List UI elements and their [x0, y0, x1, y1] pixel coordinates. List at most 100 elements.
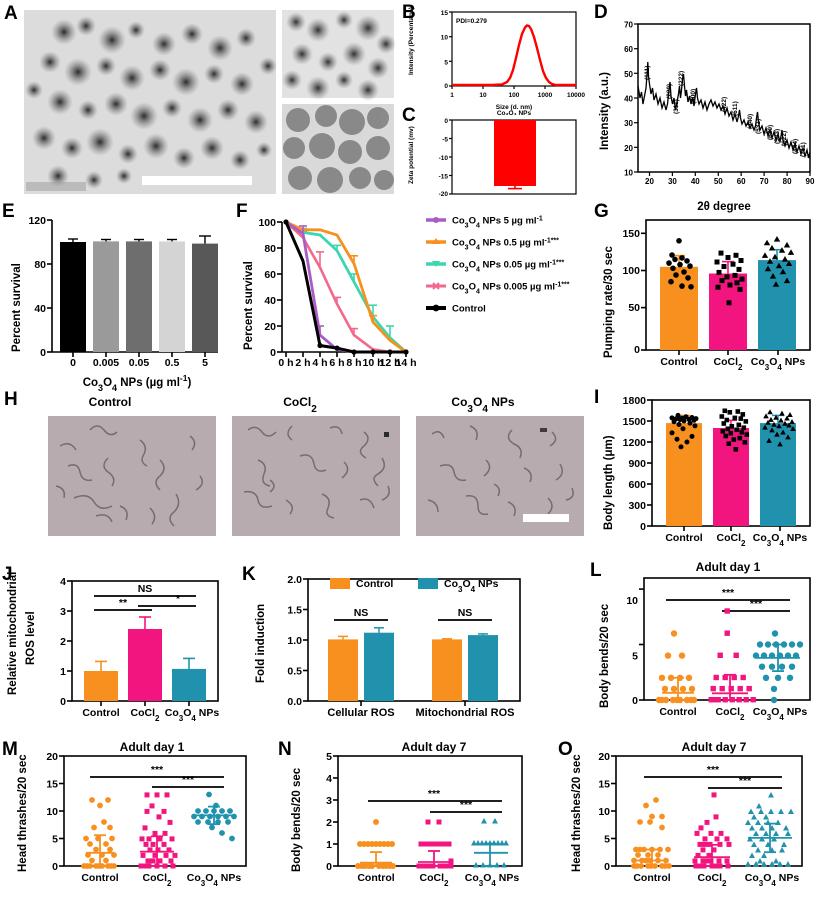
head-thrashes-d7-chart: Adult day 7 20 15 10 5 0 *** ***: [571, 740, 803, 888]
body-bends-d1-chart: Adult day 1 10 5 0 *** ***: [599, 560, 811, 722]
svg-text:0: 0: [270, 347, 276, 359]
panel-b: B PDI=0.279 15 10 5 0 1 10 100 1000 1000…: [400, 0, 590, 112]
h-scale-bar: [523, 514, 569, 522]
m-points-control: [81, 797, 117, 869]
m-xtick-control: Control: [81, 872, 118, 884]
svg-text:50: 50: [628, 302, 640, 314]
svg-text:1.5: 1.5: [287, 605, 302, 617]
j-bar-cocl2: [128, 629, 162, 701]
l-significance: *** ***: [666, 587, 790, 612]
i-points-co3o4: [762, 409, 796, 447]
k-legend-co3o4: Co3O4 NPs: [444, 578, 499, 594]
panel-k-label: K: [242, 564, 256, 585]
j-significance: NS ** *: [94, 583, 196, 611]
svg-text:150: 150: [622, 228, 640, 240]
svg-text:5: 5: [632, 650, 638, 662]
g-points-cocl2: [714, 250, 745, 306]
worm-plates: Control CoCl2 Co3O4 NPs: [48, 395, 584, 536]
g-points-control: [666, 238, 694, 290]
svg-text:80: 80: [34, 259, 46, 271]
xrd-chart: 70 60 50 40 30 20 10 20 30 40 50 60 70: [599, 21, 815, 214]
svg-text:10: 10: [46, 806, 58, 818]
panel-h-label: H: [4, 389, 18, 410]
svg-text:5: 5: [52, 834, 58, 846]
svg-text:2.0: 2.0: [287, 574, 302, 586]
etick-5: 5: [202, 357, 208, 369]
svg-text:4 h: 4 h: [312, 357, 327, 369]
series-5: [285, 220, 406, 354]
body-length-chart: 1800 1500 1200 900 600 300 0: [603, 395, 811, 548]
o-xtick-cocl2: CoCl2: [698, 872, 728, 888]
svg-text:0: 0: [444, 83, 448, 90]
g-xtick-cocl2: CoCl2: [714, 356, 744, 372]
xrd-ylabel: Intensity (a.u.): [599, 72, 611, 150]
svg-text:0: 0: [634, 344, 640, 356]
j-xtick-cocl2: CoCl2: [131, 707, 161, 723]
dls-ylabel: Intensity (Percentage): [408, 7, 415, 75]
svg-text:100: 100: [622, 265, 640, 277]
svg-text:1.0: 1.0: [287, 635, 302, 647]
svg-text:4: 4: [60, 576, 66, 588]
panel-j: J 4 3 2 1 0: [0, 565, 235, 745]
k-bar-mito-control: [432, 639, 462, 701]
svg-text:60: 60: [264, 269, 276, 281]
panel-m-label: M: [2, 739, 18, 760]
m-xtick-co3o4: Co3O4 NPs: [187, 872, 242, 888]
svg-text:30: 30: [624, 119, 633, 128]
svg-text:90: 90: [806, 177, 815, 186]
time-survival-chart: 100 80 60 40 20 0 0 h 2 h 4 h 6 h 8 h 10…: [243, 215, 570, 369]
svg-text:6 h: 6 h: [329, 357, 344, 369]
i-points-control: [669, 412, 699, 450]
k-sig-mito: NS: [458, 607, 473, 619]
svg-text:50: 50: [714, 177, 723, 186]
svg-text:20: 20: [264, 321, 276, 333]
svg-text:-5: -5: [442, 137, 448, 144]
panel-k: K 2.0 1.5 1.0 0.5 0.0 Control Co3O4 NPs: [240, 565, 580, 745]
svg-text:1800: 1800: [623, 395, 647, 407]
i-xtick-co3o4: Co3O4 NPs: [753, 532, 808, 548]
tem-image-main: [24, 10, 277, 194]
xrd-peak-422: (422): [721, 97, 728, 112]
n-points-control: [355, 819, 396, 869]
legend-item-control: Control: [452, 304, 486, 315]
svg-text:0: 0: [640, 521, 646, 533]
n-ylabel: Body bends/20 sec: [291, 767, 303, 872]
panel-g-label: G: [594, 201, 609, 222]
l-xtick-cocl2: CoCl2: [716, 706, 746, 722]
panel-m: M Adult day 1 20 15 10 5 0 *** ***: [0, 740, 270, 898]
svg-text:4: 4: [326, 773, 332, 785]
dls-curve: [452, 24, 576, 87]
j-sig-1star: *: [176, 593, 181, 605]
fold-induction-chart: 2.0 1.5 1.0 0.5 0.0 Control Co3O4 NPs: [255, 574, 521, 719]
xrd-peak-440: (440): [747, 114, 754, 129]
svg-text:5: 5: [326, 751, 332, 763]
l-sig-2: ***: [750, 598, 763, 610]
n-significance: *** ***: [368, 788, 502, 813]
g-bar-control: [660, 266, 698, 350]
dls-xlabel: Size (d. nm): [496, 104, 532, 111]
bar-0005: [93, 241, 119, 352]
bar-005: [126, 241, 152, 352]
svg-text:12 h: 12 h: [379, 357, 400, 369]
f-legend: Co3O4 NPs 5 µg ml-1 Co3O4 NPs 0.5 µg ml-…: [426, 215, 570, 315]
j-bar-control: [84, 671, 118, 701]
pdi-label: PDI=0.279: [456, 18, 487, 25]
svg-text:0: 0: [604, 861, 610, 873]
survival-bar-chart: 120 80 40 0 0 0.005 0: [11, 215, 218, 393]
m-ylabel: Head thrashes/20 sec: [17, 754, 29, 872]
j-sig-ns: NS: [138, 583, 153, 595]
zeta-bar: [494, 120, 536, 186]
n-sig-1: ***: [428, 788, 441, 800]
k-xtick-mito: Mitochondrial ROS: [416, 707, 515, 719]
panel-a-label: A: [4, 3, 18, 24]
svg-text:-20: -20: [439, 191, 449, 198]
svg-text:10000: 10000: [567, 92, 585, 99]
svg-text:40: 40: [691, 177, 700, 186]
svg-text:2 h: 2 h: [295, 357, 310, 369]
body-bends-d7-chart: Adult day 7 5 4 3 2 1 0 *** ***: [291, 740, 523, 888]
k-bar-cellular-co3o4: [364, 632, 394, 701]
svg-text:1: 1: [326, 839, 332, 851]
g-points-co3o4: [761, 236, 795, 287]
svg-text:3: 3: [326, 795, 332, 807]
etick-0005: 0.005: [93, 357, 119, 369]
